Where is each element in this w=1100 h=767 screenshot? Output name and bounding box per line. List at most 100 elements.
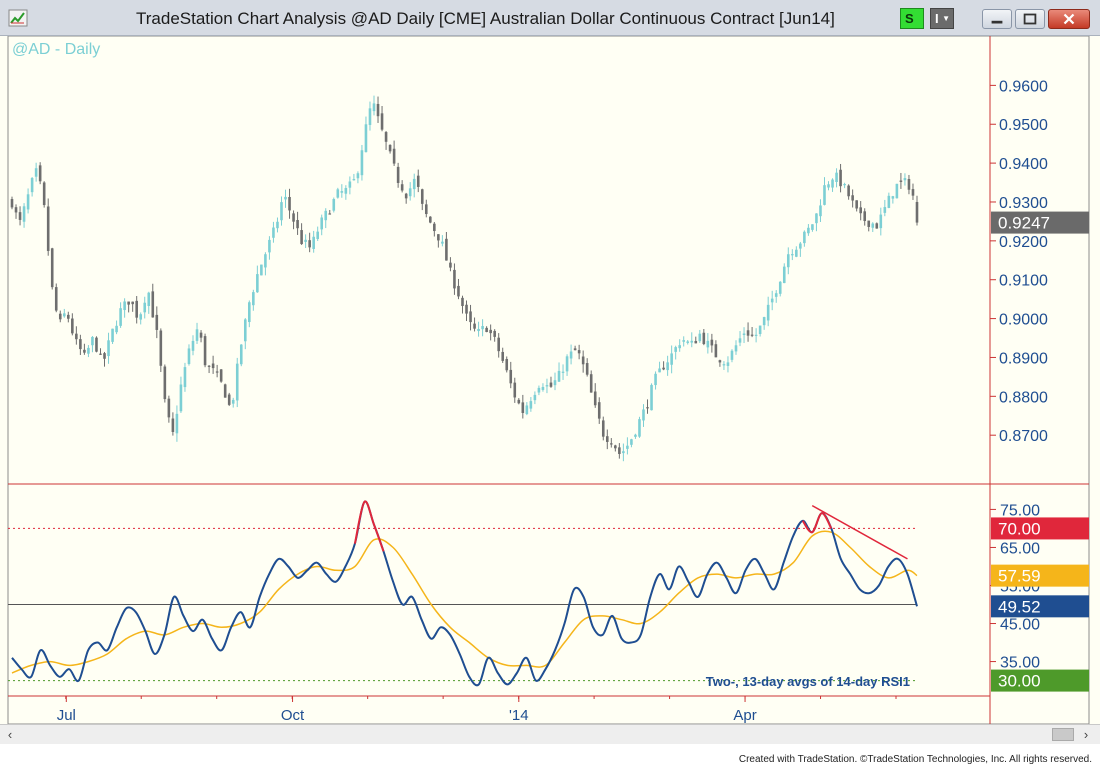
candle-body <box>642 409 645 421</box>
rsi-level-label-70: 70.00 <box>998 519 1041 538</box>
rsi-2day-avg-line <box>11 500 918 687</box>
chart-canvas[interactable]: 0.8700 0.8800 0.8900 0.9000 0.9100 0.9200 0.93… <box>0 35 1100 725</box>
rsi-tick-label: 45.00 <box>1000 617 1040 634</box>
candle-body <box>529 401 533 409</box>
chart-area[interactable]: 0.8700 0.8800 0.8900 0.9000 0.9100 0.9200 0.93… <box>0 35 1100 729</box>
candle-body <box>662 367 665 370</box>
maximize-button[interactable] <box>1015 9 1045 29</box>
candle-body <box>437 234 440 241</box>
candle-body <box>272 227 275 238</box>
candle-body <box>34 168 38 177</box>
candle-body <box>618 447 621 454</box>
time-tick-label: Oct <box>281 707 305 724</box>
candle-body <box>320 217 324 230</box>
candle-body <box>907 179 911 190</box>
candle-body <box>895 183 899 199</box>
last-price-box <box>991 211 1089 234</box>
rsi-annotation: Two-, 13-day avgs of 14-day RSI1 <box>706 674 910 689</box>
candle-body <box>195 329 199 341</box>
candle-body <box>171 418 175 432</box>
candle-body <box>762 317 766 326</box>
candle-body <box>376 103 380 117</box>
candle-body <box>300 230 303 245</box>
candle-body <box>597 402 601 419</box>
scrollbar-thumb[interactable] <box>1052 728 1074 741</box>
candle-body <box>107 340 110 357</box>
candle-body <box>581 356 585 365</box>
candle-body <box>875 223 879 229</box>
candle-body <box>429 216 432 223</box>
candle-body <box>565 356 569 372</box>
candle-body <box>46 206 50 251</box>
candle-body <box>384 132 388 142</box>
candle-body <box>859 207 862 214</box>
candle-body <box>219 369 223 382</box>
candle-body <box>714 344 718 358</box>
candle-body <box>517 399 521 404</box>
candle-body <box>119 308 122 326</box>
candle-body <box>199 332 203 338</box>
candle-body <box>445 238 448 261</box>
candle-body <box>67 314 70 319</box>
candle-body <box>457 285 460 297</box>
candle-body <box>292 213 295 222</box>
candle-body <box>111 328 114 342</box>
candle-body <box>131 301 134 305</box>
candle-body <box>710 339 714 346</box>
candle-body <box>851 195 854 201</box>
candle-body <box>622 451 625 454</box>
scroll-right-icon[interactable]: › <box>1083 727 1089 742</box>
candle-body <box>324 210 328 221</box>
candle-body <box>750 334 754 336</box>
candle-body <box>276 221 279 229</box>
candle-body <box>461 297 464 306</box>
candle-body <box>485 327 488 333</box>
candle-body <box>630 439 633 445</box>
candle-body <box>605 436 609 442</box>
indicator-button[interactable]: I ▼ <box>930 8 954 29</box>
candle-body <box>83 349 86 353</box>
candle-body <box>18 212 22 220</box>
candle-body <box>871 223 875 228</box>
candle-body <box>58 313 62 320</box>
candle-body <box>449 262 452 268</box>
scroll-left-icon[interactable]: ‹ <box>7 727 13 742</box>
candle-body <box>690 340 694 343</box>
candle-body <box>312 236 315 249</box>
rsi-tick-label: 75.00 <box>1000 502 1040 519</box>
candle-body <box>549 382 553 387</box>
rsi-value-label: 49.52 <box>998 597 1041 616</box>
candle-body <box>231 399 235 404</box>
candle-body <box>561 371 565 373</box>
candle-body <box>614 445 617 449</box>
horizontal-scrollbar[interactable]: ‹ › <box>0 724 1100 744</box>
candle-body <box>738 338 742 343</box>
candle-body <box>284 196 287 200</box>
candle-body <box>509 369 513 384</box>
time-tick-label: Jul <box>57 707 76 724</box>
copyright-credit: Created with TradeStation. ©TradeStation… <box>738 754 1092 765</box>
candle-body <box>887 195 891 208</box>
candle-body <box>533 394 537 401</box>
minimize-button[interactable] <box>982 9 1012 29</box>
chevron-down-icon: ▼ <box>942 14 950 23</box>
strategy-button[interactable]: S <box>900 8 924 29</box>
candle-body <box>155 314 159 330</box>
candle-body <box>726 362 730 366</box>
candle-body <box>163 366 167 400</box>
candle-body <box>316 231 319 239</box>
candle-body <box>815 213 818 224</box>
last-price-label: 0.9247 <box>998 214 1050 233</box>
candle-body <box>453 269 456 289</box>
candle-body <box>260 264 263 276</box>
close-button[interactable] <box>1048 9 1090 29</box>
candle-body <box>589 374 593 393</box>
candle-body <box>280 202 283 221</box>
candle-body <box>553 380 557 386</box>
candle-body <box>569 351 573 359</box>
candle-body <box>243 319 247 342</box>
rsi-overbought-segment <box>353 500 385 552</box>
candle-body <box>30 178 34 193</box>
candle-body <box>50 248 54 288</box>
candle-body <box>473 323 476 329</box>
